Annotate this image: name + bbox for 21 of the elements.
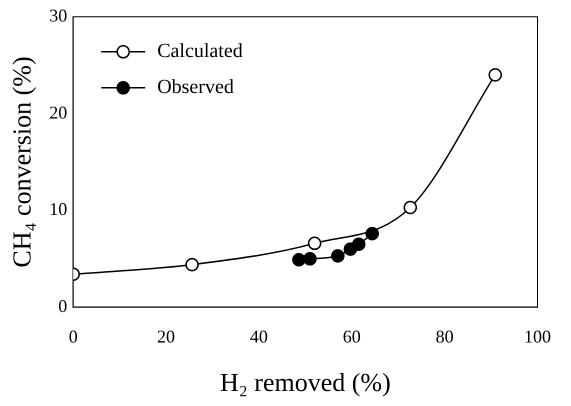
y-tick-label: 10 [49,199,68,220]
x-tick-label: 80 [436,326,454,347]
x-tick-label: 20 [157,326,176,347]
y-axis-title: CH₄ conversion (%) [7,56,36,268]
x-axis-title: H₂ removed (%) [220,368,391,398]
point [185,258,199,272]
point [308,236,322,250]
point [404,200,418,214]
x-tick-label: 40 [250,326,268,347]
point [352,238,366,252]
y-tick-label: 20 [49,102,68,122]
y-tick-label: 0 [58,296,68,316]
x-tick-label: 100 [524,326,551,347]
x-tick-label: 60 [342,326,361,347]
legend-label: Observed [157,76,234,98]
point [331,249,345,263]
y-tick-label: 30 [49,6,68,26]
point [488,68,502,82]
point [292,253,306,267]
point [303,252,317,266]
legend-label: Calculated [157,40,243,62]
